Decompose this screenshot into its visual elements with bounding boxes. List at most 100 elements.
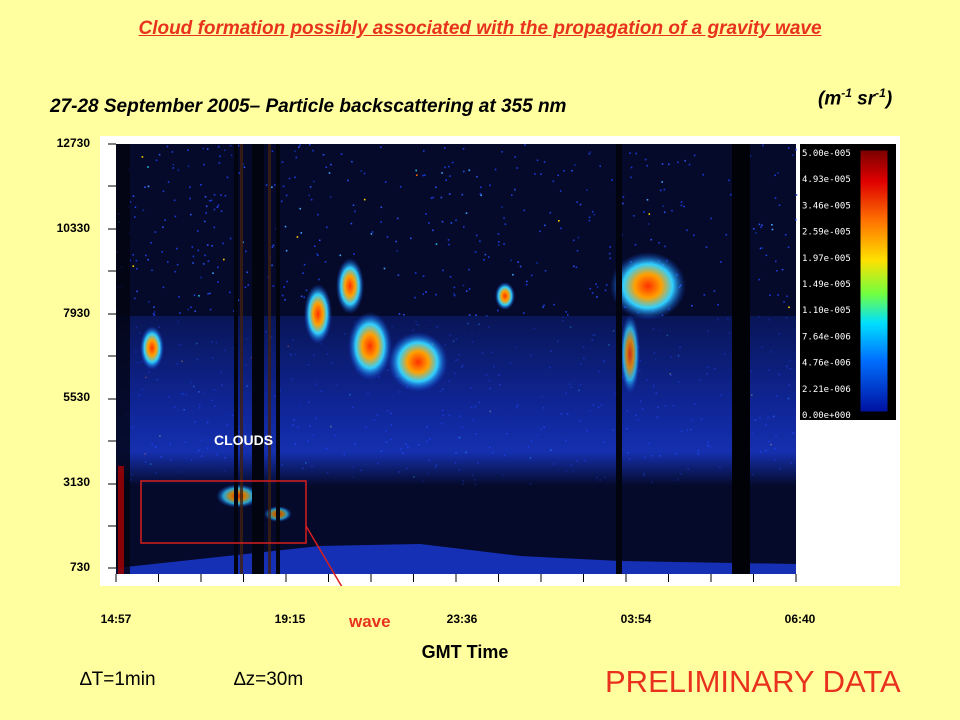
noise-speck <box>298 146 300 148</box>
noise-speck <box>309 144 311 146</box>
noise-speck <box>136 267 138 270</box>
colorbar-label: 4.93e-005 <box>802 175 851 185</box>
noise-speck <box>760 226 762 228</box>
noise-speck <box>588 153 591 155</box>
noise-speck <box>575 266 578 269</box>
noise-speck <box>135 259 138 262</box>
noise-speck <box>193 294 196 296</box>
noise-speck <box>191 246 194 248</box>
wave-arrow <box>305 525 343 586</box>
noise-speck <box>517 261 519 263</box>
noise-speck <box>501 206 503 208</box>
noise-speck <box>403 313 405 316</box>
noise-speck <box>237 144 240 147</box>
noise-speck <box>465 212 468 214</box>
noise-speck <box>396 250 399 252</box>
x-tick-label: 03:54 <box>620 612 652 626</box>
noise-speck <box>395 240 397 243</box>
noise-speck <box>271 150 274 153</box>
noise-speck <box>680 201 683 203</box>
noise-speck <box>213 226 216 229</box>
cloud-1 <box>140 326 164 370</box>
noise-speck <box>771 228 774 231</box>
noise-speck <box>174 215 177 218</box>
noise-speck <box>574 164 576 166</box>
preliminary-label: PRELIMINARY DATA <box>605 664 901 699</box>
noise-speck <box>661 181 663 183</box>
noise-speck <box>475 234 478 237</box>
noise-speck <box>162 286 165 289</box>
noise-speck <box>489 184 491 187</box>
noise-speck <box>658 242 660 244</box>
noise-speck <box>410 237 412 240</box>
noise-speck <box>197 230 199 232</box>
noise-speck <box>352 204 355 206</box>
noise-speck <box>589 151 592 153</box>
noise-speck <box>203 163 205 166</box>
x-tick-label: 19:15 <box>274 612 306 626</box>
noise-speck <box>774 197 777 199</box>
noise-speck <box>189 186 191 188</box>
wave-annotation: wave <box>349 612 391 631</box>
noise-speck <box>530 274 533 277</box>
noise-speck <box>784 234 787 236</box>
noise-speck <box>246 271 249 274</box>
noise-speck <box>223 258 225 261</box>
noise-speck <box>430 197 433 199</box>
noise-speck <box>432 229 434 232</box>
noise-speck <box>758 278 761 281</box>
noise-speck <box>479 193 482 195</box>
noise-speck <box>153 314 156 317</box>
noise-speck <box>725 233 728 236</box>
noise-speck <box>424 174 426 176</box>
noise-speck <box>462 148 465 150</box>
units-exp-sr: -1 <box>875 86 886 100</box>
noise-speck <box>453 294 456 297</box>
noise-speck <box>474 251 477 253</box>
noise-speck <box>576 250 579 252</box>
noise-speck <box>147 166 149 168</box>
noise-speck <box>453 286 456 289</box>
noise-speck <box>243 166 246 168</box>
noise-speck <box>514 156 516 158</box>
x-tick-label: 14:57 <box>100 612 132 626</box>
noise-speck <box>728 179 730 182</box>
noise-speck <box>209 292 211 295</box>
noise-speck <box>192 262 194 264</box>
noise-speck <box>449 175 451 177</box>
noise-speck <box>422 174 424 177</box>
noise-speck <box>209 308 212 311</box>
noise-speck <box>497 309 499 312</box>
noise-speck <box>245 250 247 253</box>
noise-speck <box>571 169 573 172</box>
noise-speck <box>210 199 213 202</box>
noise-speck <box>285 194 288 197</box>
noise-speck <box>206 244 209 246</box>
noise-speck <box>423 150 425 152</box>
noise-speck <box>630 166 633 169</box>
noise-speck <box>176 263 179 266</box>
noise-speck <box>158 153 161 156</box>
noise-speck <box>273 184 276 186</box>
noise-speck <box>462 284 465 287</box>
noise-speck <box>216 206 219 208</box>
noise-speck <box>483 259 485 261</box>
noise-speck <box>363 172 366 175</box>
noise-speck <box>167 181 170 183</box>
noise-speck <box>145 254 147 257</box>
noise-speck <box>559 190 562 192</box>
noise-speck <box>596 296 598 298</box>
y-tick-label: 3130 <box>63 475 90 490</box>
noise-speck <box>611 179 613 181</box>
noise-speck <box>205 205 208 208</box>
noise-speck <box>132 195 135 197</box>
noise-speck <box>229 145 232 147</box>
chart-subtitle: 27-28 September 2005– Particle backscatt… <box>50 96 567 117</box>
noise-speck <box>222 242 224 245</box>
noise-speck <box>565 311 567 313</box>
noise-speck <box>544 224 546 227</box>
noise-speck <box>596 286 599 288</box>
noise-speck <box>428 222 430 224</box>
noise-speck <box>312 149 314 152</box>
noise-speck <box>498 241 500 243</box>
